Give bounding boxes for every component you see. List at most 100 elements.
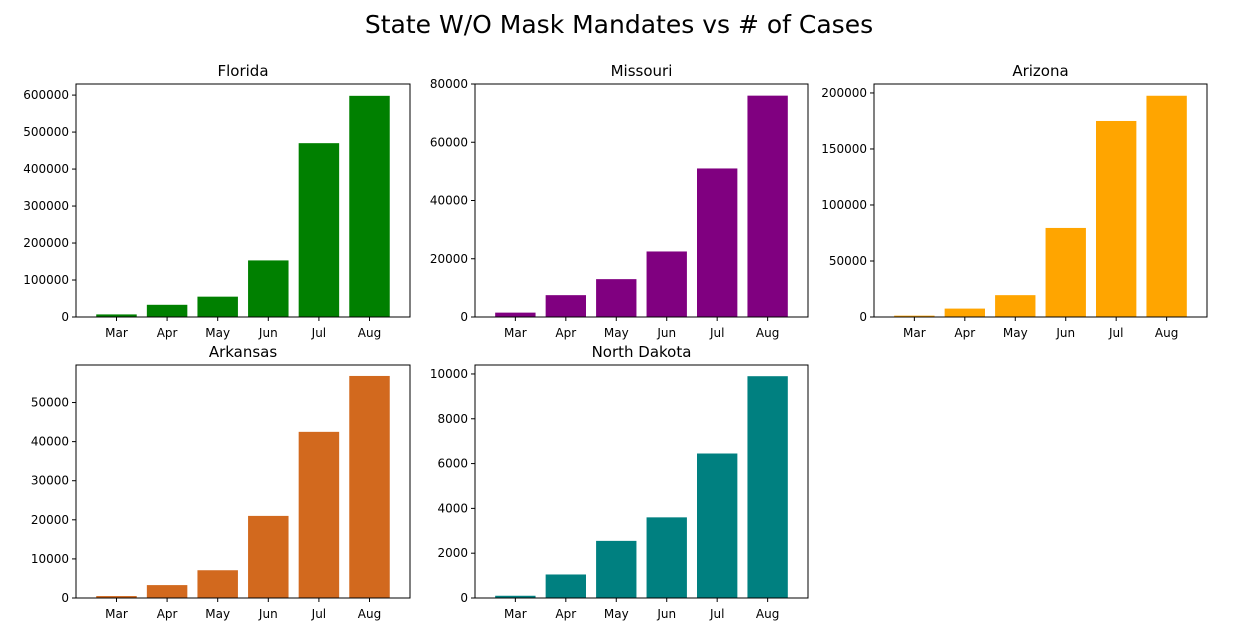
y-tick-label-north-dakota: 10000 (430, 367, 468, 381)
bar-arizona-mar (894, 315, 935, 317)
x-tick-label-missouri-aug: Aug (756, 326, 779, 340)
y-tick-label-arkansas: 20000 (31, 513, 69, 527)
y-tick-label-florida: 500000 (23, 125, 69, 139)
bar-missouri-jun (646, 251, 687, 317)
y-tick-label-arkansas: 30000 (31, 474, 69, 488)
x-tick-label-arkansas-mar: Mar (105, 607, 128, 621)
panel-title-missouri: Missouri (611, 62, 673, 80)
y-tick-label-arkansas: 10000 (31, 552, 69, 566)
x-tick-label-north-dakota-mar: Mar (504, 607, 527, 621)
y-tick-label-arizona: 200000 (821, 86, 867, 100)
bar-arkansas-jul (298, 431, 340, 598)
bar-north-dakota-jun (646, 517, 687, 598)
bar-arizona-apr (944, 308, 985, 317)
x-tick-label-arizona-jun: Jun (1055, 326, 1075, 340)
y-tick-label-north-dakota: 4000 (437, 501, 468, 515)
y-tick-label-north-dakota: 8000 (437, 412, 468, 426)
y-tick-label-florida: 100000 (23, 273, 69, 287)
x-tick-label-missouri-mar: Mar (504, 326, 527, 340)
panel-missouri: 0 20000 40000 60000 80000 Mar Apr May Jun Jul Aug M… (430, 62, 809, 340)
y-tick-label-arkansas: 50000 (31, 396, 69, 410)
bar-arizona-jun (1045, 227, 1086, 317)
y-tick-label-arizona: 50000 (829, 254, 867, 268)
y-tick-label-arizona: 150000 (821, 142, 867, 156)
bar-north-dakota-jul (697, 453, 738, 598)
axes-frame-arkansas (75, 364, 411, 599)
panel-title-arizona: Arizona (1012, 62, 1068, 80)
y-tick-label-arizona: 100000 (821, 198, 867, 212)
y-tick-label-florida: 0 (61, 310, 69, 324)
y-tick-label-north-dakota: 6000 (437, 457, 468, 471)
x-tick-label-north-dakota-jul: Jul (709, 607, 724, 621)
y-tick-label-north-dakota: 2000 (437, 546, 468, 560)
bar-missouri-may (596, 279, 637, 317)
bar-arkansas-apr (146, 585, 188, 598)
bar-florida-apr (146, 304, 188, 317)
x-tick-label-florida-jun: Jun (258, 326, 278, 340)
bar-arizona-may (995, 295, 1036, 317)
y-tick-label-florida: 300000 (23, 199, 69, 213)
bar-north-dakota-apr (545, 574, 586, 598)
bar-missouri-mar (495, 312, 536, 317)
x-tick-label-arizona-apr: Apr (954, 326, 975, 340)
x-tick-label-north-dakota-may: May (604, 607, 629, 621)
bar-arkansas-aug (349, 375, 390, 598)
x-tick-label-arkansas-may: May (205, 607, 230, 621)
x-tick-label-arkansas-jul: Jul (311, 607, 326, 621)
y-tick-label-missouri: 60000 (430, 135, 468, 149)
x-tick-label-north-dakota-jun: Jun (656, 607, 676, 621)
y-tick-label-arkansas: 0 (61, 591, 69, 605)
panel-north-dakota: 0 2000 4000 6000 8000 10000 Mar Apr May Jun Jul Aug… (430, 343, 809, 621)
x-tick-label-north-dakota-aug: Aug (756, 607, 779, 621)
y-tick-label-missouri: 80000 (430, 77, 468, 91)
y-tick-label-missouri: 0 (460, 310, 468, 324)
x-tick-label-florida-apr: Apr (157, 326, 178, 340)
x-tick-label-arizona-aug: Aug (1155, 326, 1178, 340)
bar-arkansas-may (197, 570, 238, 598)
x-tick-label-arkansas-jun: Jun (258, 607, 278, 621)
x-tick-label-arkansas-apr: Apr (157, 607, 178, 621)
y-tick-label-florida: 600000 (23, 88, 69, 102)
figure-title: State W/O Mask Mandates vs # of Cases (364, 10, 874, 39)
panel-arizona: 0 50000 100000 150000 200000 Mar Apr May Jun Jul A… (821, 62, 1208, 340)
x-tick-label-florida-mar: Mar (105, 326, 128, 340)
bar-north-dakota-mar (495, 595, 536, 598)
x-tick-label-florida-may: May (205, 326, 230, 340)
y-tick-label-north-dakota: 0 (460, 591, 468, 605)
x-tick-label-arizona-mar: Mar (903, 326, 926, 340)
y-tick-label-florida: 400000 (23, 162, 69, 176)
axes-frame-arizona (873, 83, 1208, 318)
x-tick-label-missouri-jul: Jul (709, 326, 724, 340)
x-tick-label-florida-jul: Jul (311, 326, 326, 340)
x-tick-label-missouri-jun: Jun (656, 326, 676, 340)
bar-florida-jul (298, 143, 340, 317)
y-tick-label-missouri: 40000 (430, 194, 468, 208)
y-tick-label-florida: 200000 (23, 236, 69, 250)
y-tick-label-missouri: 20000 (430, 252, 468, 266)
panel-title-arkansas: Arkansas (209, 343, 278, 361)
x-tick-label-arizona-jul: Jul (1108, 326, 1123, 340)
bar-florida-aug (349, 95, 390, 317)
axes-frame-north-dakota (474, 364, 809, 599)
bar-north-dakota-may (596, 540, 637, 598)
bar-missouri-apr (545, 295, 586, 317)
x-tick-label-florida-aug: Aug (358, 326, 381, 340)
x-tick-label-arizona-may: May (1003, 326, 1028, 340)
x-tick-label-arkansas-aug: Aug (358, 607, 381, 621)
x-tick-label-missouri-may: May (604, 326, 629, 340)
panel-title-north-dakota: North Dakota (592, 343, 692, 361)
bar-arizona-jul (1096, 120, 1137, 317)
axes-frame-florida (75, 83, 411, 318)
panel-arkansas: 0 10000 20000 30000 40000 50000 Mar Apr May Jun Ju… (31, 343, 411, 621)
x-tick-label-missouri-apr: Apr (555, 326, 576, 340)
bar-north-dakota-aug (747, 376, 788, 598)
y-tick-label-arkansas: 40000 (31, 435, 69, 449)
bar-florida-jun (248, 260, 289, 317)
bar-arkansas-jun (248, 515, 289, 598)
bar-arizona-aug (1146, 95, 1187, 317)
bar-florida-mar (96, 314, 137, 317)
x-tick-label-north-dakota-apr: Apr (555, 607, 576, 621)
panel-title-florida: Florida (217, 62, 268, 80)
bar-missouri-aug (747, 95, 788, 318)
